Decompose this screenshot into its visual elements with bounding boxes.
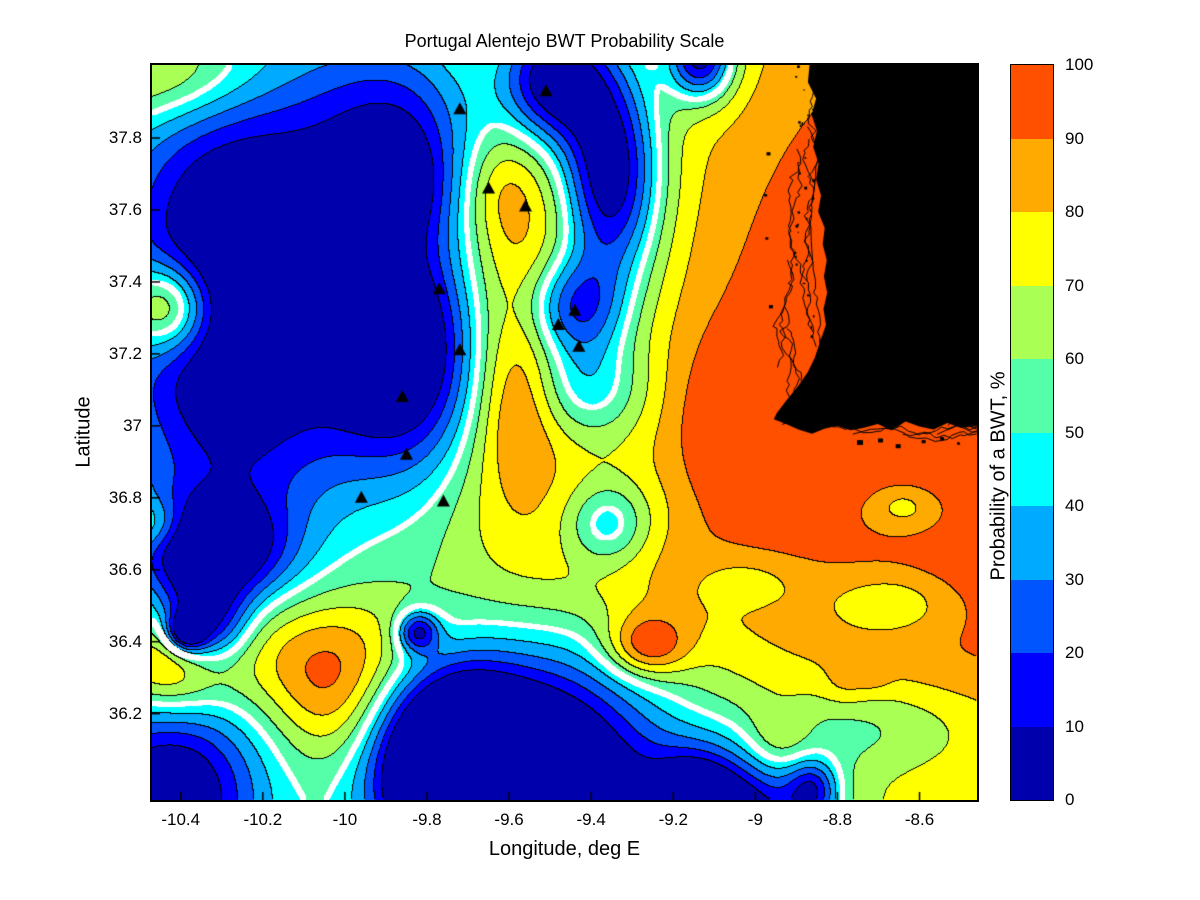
colorbar-tick-label: 80	[1065, 202, 1084, 221]
x-tick-label: -10.4	[161, 810, 201, 829]
x-tick-label: -9.8	[412, 810, 442, 829]
colorbar	[1010, 64, 1054, 801]
colorbar-tick-label: 50	[1065, 422, 1084, 442]
y-tick-label: 36.6	[108, 559, 142, 579]
colorbar-tick-label: 0	[1065, 790, 1075, 809]
x-tick-label: -10	[332, 810, 358, 829]
contour-map-canvas	[152, 65, 977, 800]
colorbar-tick-label: 90	[1065, 128, 1084, 148]
colorbar-tick-label: 10	[1065, 716, 1084, 736]
x-tick-label: -9.4	[576, 810, 606, 829]
x-axis-label: Longitude, deg E	[488, 838, 641, 860]
colorbar-segment-80-90	[1011, 138, 1053, 212]
x-tick-label: -8.8	[822, 810, 853, 829]
x-tick-label: -9	[747, 810, 763, 829]
y-tick-label: 37.4	[108, 271, 142, 291]
y-tick-label: 37.8	[108, 128, 142, 148]
colorbar-segment-20-30	[1011, 579, 1053, 653]
y-tick-label: 36.8	[108, 487, 142, 507]
colorbar-segment-40-50	[1011, 432, 1053, 506]
y-tick-label: 36.2	[108, 703, 142, 723]
colorbar-segment-70-80	[1011, 212, 1053, 286]
y-tick-label: 37.6	[108, 199, 142, 219]
colorbar-label: Probability of a BWT, %	[987, 371, 1010, 581]
y-tick-label: 37.2	[108, 343, 142, 363]
chart-title: Portugal Alentejo BWT Probability Scale	[404, 31, 725, 51]
colorbar-tick-label: 100	[1065, 55, 1094, 74]
colorbar-segment-90-100	[1011, 65, 1053, 139]
colorbar-tick-label: 60	[1065, 349, 1084, 368]
x-tick-label: -9.2	[658, 810, 688, 829]
colorbar-segment-0-10	[1011, 726, 1053, 800]
colorbar-tick-label: 40	[1065, 496, 1084, 515]
colorbar-tick-label: 20	[1065, 643, 1084, 662]
x-tick-label: -8.6	[904, 810, 935, 829]
contour-plot-area	[150, 63, 979, 802]
colorbar-segment-10-20	[1011, 653, 1053, 727]
colorbar-tick-label: 30	[1065, 569, 1084, 589]
y-tick-label: 36.4	[108, 631, 142, 651]
colorbar-segment-50-60	[1011, 359, 1053, 433]
colorbar-segment-30-40	[1011, 506, 1053, 580]
colorbar-segment-60-70	[1011, 285, 1053, 359]
x-tick-label: -9.6	[494, 810, 524, 829]
y-tick-label: 37	[123, 415, 142, 435]
x-tick-label: -10.2	[243, 810, 283, 829]
colorbar-tick-label: 70	[1065, 275, 1084, 295]
